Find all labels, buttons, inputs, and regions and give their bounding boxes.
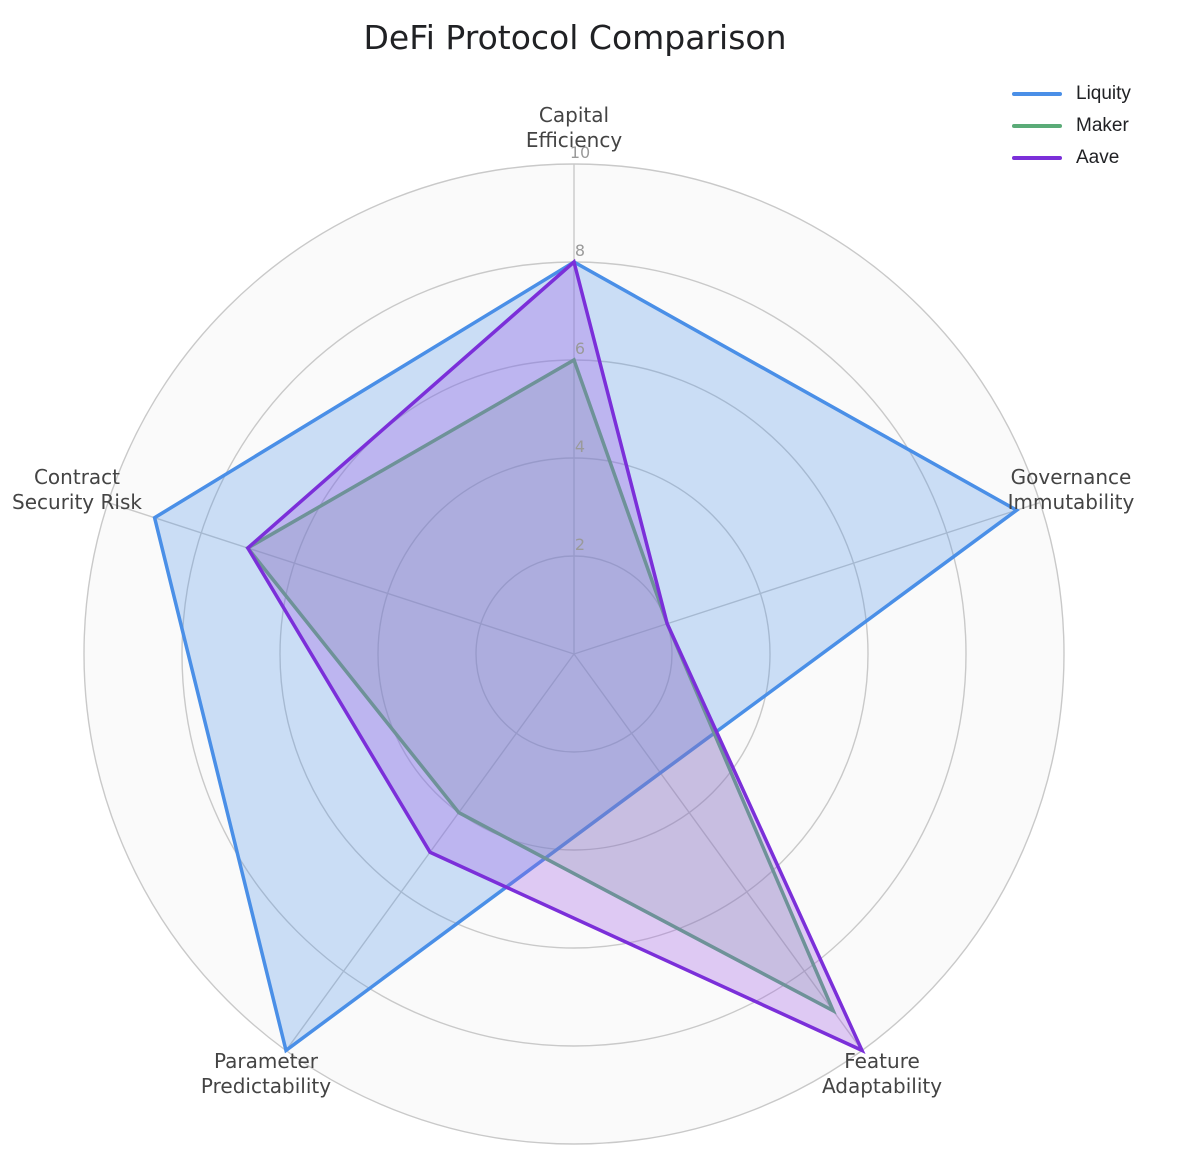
- legend-item-aave[interactable]: Aave: [1012, 142, 1131, 174]
- axis-label-line: Immutability: [1008, 490, 1135, 514]
- grid-layer: [83, 163, 1065, 1145]
- series-area-liquity: [154, 262, 1017, 1051]
- legend-label-maker: Maker: [1076, 115, 1129, 136]
- axis-label-1: Governance Immutability: [1008, 465, 1135, 514]
- series-line-liquity: [152, 259, 1020, 1054]
- legend-label-liquity: Liquity: [1076, 83, 1131, 104]
- legend-item-maker[interactable]: Maker: [1012, 110, 1131, 142]
- axis-label-line: Adaptability: [822, 1074, 942, 1098]
- legend-item-liquity[interactable]: Liquity: [1012, 78, 1131, 110]
- series-line-aave: [245, 258, 866, 1054]
- axis-spoke-1: [573, 501, 1041, 655]
- chart-title: DeFi Protocol Comparison: [363, 18, 787, 57]
- axis-spoke-2: [573, 653, 863, 1051]
- legend: Liquity Maker Aave: [1012, 78, 1131, 174]
- axis-label-line: Predictability: [201, 1074, 331, 1098]
- legend-label-aave: Aave: [1076, 147, 1120, 168]
- series-area-maker: [247, 360, 834, 1011]
- tick-label-8: 8: [575, 241, 585, 260]
- axis-label-line: Security Risk: [12, 490, 142, 514]
- tick-label-6: 6: [575, 339, 585, 358]
- axis-label-line: Capital: [539, 103, 609, 127]
- axis-spoke-4: [107, 501, 575, 655]
- axis-label-line: Efficiency: [526, 128, 623, 152]
- axis-label-line: Feature: [844, 1049, 920, 1073]
- tick-label-10: 10: [570, 143, 590, 162]
- axis-label-line: Parameter: [214, 1049, 319, 1073]
- series-line-maker: [245, 357, 837, 1015]
- series-layer: [152, 258, 1020, 1054]
- axis-label-line: Contract: [34, 465, 120, 489]
- tick-label-2: 2: [575, 535, 585, 554]
- legend-swatch-liquity: [1012, 92, 1062, 96]
- axis-label-2: Feature Adaptability: [822, 1049, 942, 1098]
- legend-swatch-aave: [1012, 156, 1062, 160]
- axis-label-4: Contract Security Risk: [12, 465, 142, 514]
- legend-swatch-maker: [1012, 124, 1062, 128]
- axis-label-0: Capital Efficiency: [526, 103, 623, 152]
- series-area-aave: [247, 262, 863, 1051]
- tick-label-4: 4: [575, 437, 585, 456]
- axis-label-3: Parameter Predictability: [201, 1049, 331, 1098]
- axis-label-line: Governance: [1011, 465, 1132, 489]
